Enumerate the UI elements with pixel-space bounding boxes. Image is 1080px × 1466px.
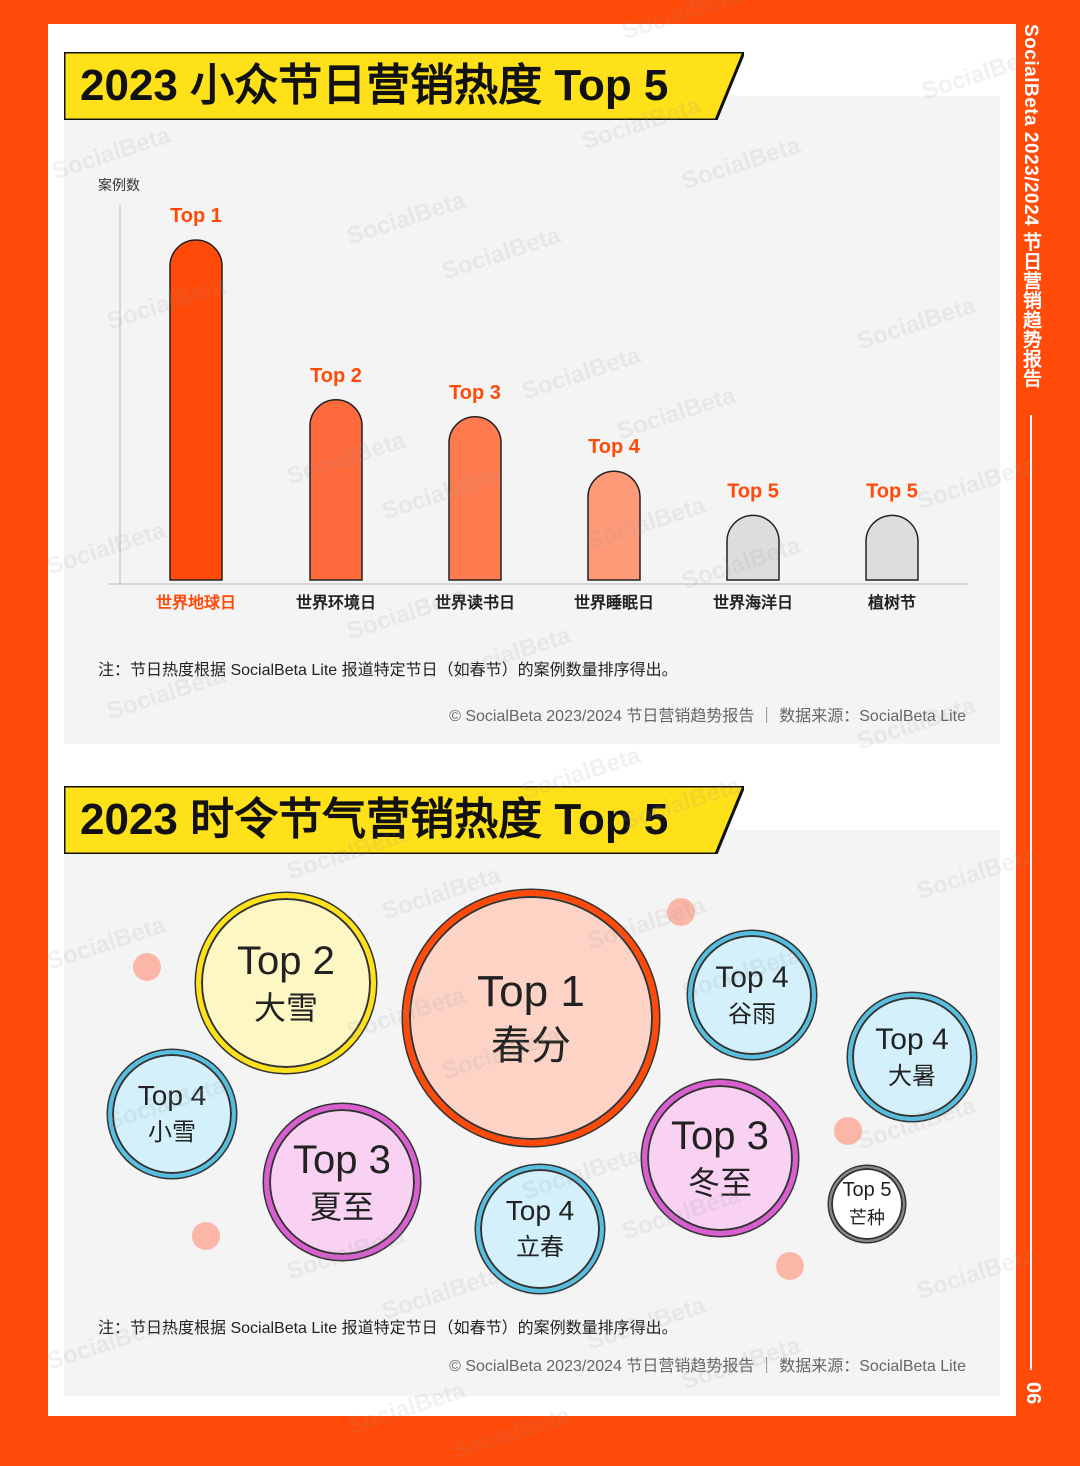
bubble-name-label: 夏至 xyxy=(309,1189,374,1226)
bar-rank-label: Top 5 xyxy=(727,480,779,502)
x-tick-label: 植树节 xyxy=(867,593,916,612)
bubble-name-label: 谷雨 xyxy=(728,1001,776,1029)
bar-3 xyxy=(448,416,502,581)
bar-rank-label: Top 4 xyxy=(588,436,641,458)
x-tick-label: 世界读书日 xyxy=(435,593,515,612)
bubble-rank-label: Top 1 xyxy=(477,966,585,1016)
banner-shape xyxy=(64,52,744,120)
bar-rank-label: Top 1 xyxy=(170,205,222,227)
section2-source: © SocialBeta 2023/2024 节日营销趋势报告 ｜ 数据来源：S… xyxy=(449,1358,966,1375)
x-tick-label: 世界环境日 xyxy=(296,593,376,612)
decor-dot xyxy=(192,1222,220,1250)
section1-source: © SocialBeta 2023/2024 节日营销趋势报告 ｜ 数据来源：S… xyxy=(449,708,966,725)
bubble-3: Top 3 夏至 xyxy=(263,1103,421,1261)
bubble-rank-label: Top 3 xyxy=(671,1114,769,1159)
decor-dot xyxy=(133,953,161,981)
bar-rank-label: Top 3 xyxy=(449,382,501,404)
bubble-name-label: 春分 xyxy=(491,1024,571,1069)
decor-dot xyxy=(776,1252,804,1280)
section1-note: 注：节日热度根据 SocialBeta Lite 报道特定节日（如春节）的案例数… xyxy=(98,662,678,679)
banner-shape xyxy=(64,786,744,854)
page-number: 06 xyxy=(1022,1382,1044,1405)
section2-title-banner: 2023 时令节气营销热度 Top 5 xyxy=(64,786,744,854)
y-axis-label: 案例数 xyxy=(98,177,140,193)
section1-title: 2023 小众节日营销热度 Top 5 xyxy=(80,61,669,110)
section2-note: 注：节日热度根据 SocialBeta Lite 报道特定节日（如春节）的案例数… xyxy=(98,1320,678,1337)
bubble-rank-label: Top 4 xyxy=(137,1080,207,1112)
bubble-rank-label: Top 5 xyxy=(842,1179,892,1202)
x-tick-label: 世界睡眠日 xyxy=(574,593,654,612)
bubble-name-label: 立春 xyxy=(516,1234,564,1262)
bar-2 xyxy=(309,399,363,581)
bar-1 xyxy=(169,239,223,581)
bubble-5: Top 4 谷雨 xyxy=(688,931,816,1059)
bar-4 xyxy=(587,470,641,581)
bar-rank-label: Top 5 xyxy=(866,480,918,502)
bubble-name-label: 芒种 xyxy=(848,1208,885,1229)
bubble-9: Top 5 芒种 xyxy=(828,1165,906,1243)
bubble-rank-label: Top 4 xyxy=(715,961,789,995)
decor-dot xyxy=(834,1117,862,1145)
bubble-name-label: 大暑 xyxy=(888,1063,936,1091)
bubble-rank-label: Top 2 xyxy=(237,939,335,984)
bubble-8: Top 4 立春 xyxy=(476,1165,604,1293)
bubble-6: Top 4 大暑 xyxy=(848,993,976,1121)
bar-rank-label: Top 2 xyxy=(310,365,362,387)
section2-title: 2023 时令节气营销热度 Top 5 xyxy=(80,795,669,844)
bubble-2: Top 2 大雪 xyxy=(196,893,376,1073)
bubble-4: Top 3 冬至 xyxy=(641,1079,799,1237)
side-divider-line xyxy=(1030,415,1032,1370)
bubble-rank-label: Top 4 xyxy=(505,1195,575,1227)
bubble-name-label: 冬至 xyxy=(687,1165,752,1202)
x-tick-label: 世界地球日 xyxy=(156,593,236,612)
bubble-rank-label: Top 3 xyxy=(293,1138,391,1183)
bar-5 xyxy=(726,514,780,581)
decor-dot xyxy=(667,898,695,926)
side-report-title: SocialBeta 2023/2024 节日营销趋势报告 xyxy=(1020,24,1041,389)
bubble-1: Top 1 春分 xyxy=(403,890,659,1146)
x-tick-label: 世界海洋日 xyxy=(713,593,793,612)
bubble-7: Top 4 小雪 xyxy=(108,1050,236,1178)
bubble-name-label: 小雪 xyxy=(148,1119,196,1147)
bar-6 xyxy=(865,514,919,581)
bubble-name-label: 大雪 xyxy=(253,990,318,1027)
section1-title-banner: 2023 小众节日营销热度 Top 5 xyxy=(64,52,744,120)
bubble-rank-label: Top 4 xyxy=(875,1023,949,1057)
